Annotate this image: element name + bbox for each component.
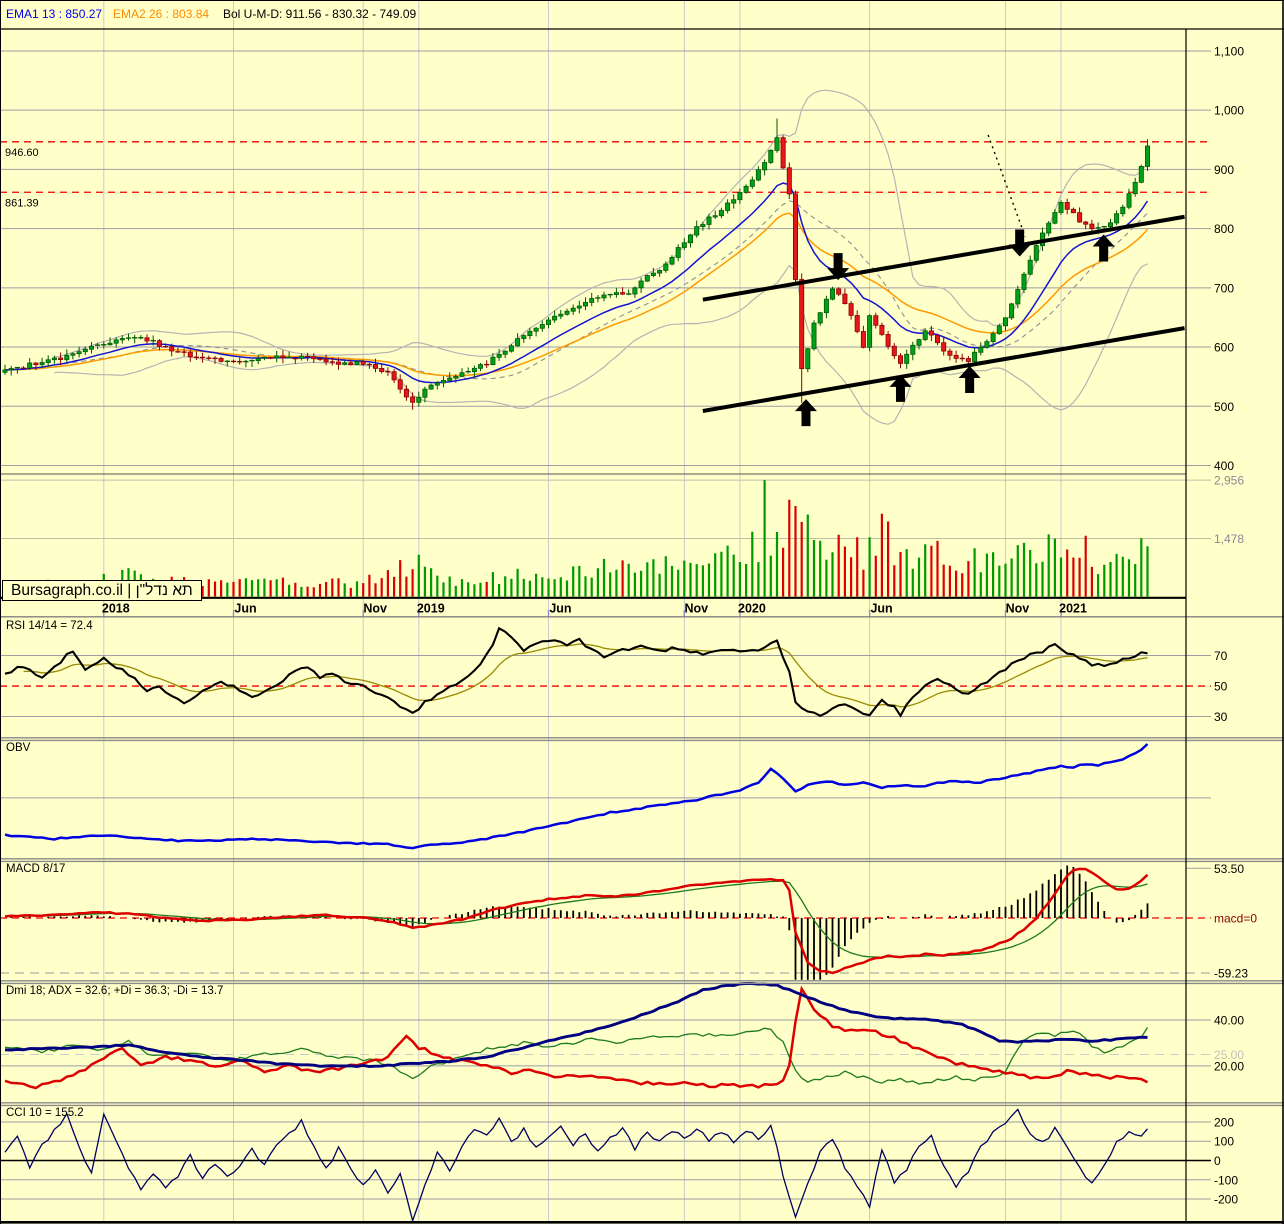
- y-axis-tick-label: 100: [1214, 1135, 1234, 1149]
- y-axis-tick-label: 70: [1214, 649, 1228, 663]
- y-axis-tick-label: -100: [1214, 1173, 1238, 1187]
- obv-pane-label: OBV: [6, 742, 31, 754]
- y-axis-tick-label: 1,478: [1214, 532, 1244, 546]
- cci-line: [4, 1108, 1148, 1223]
- plus-di-line: [4, 1027, 1149, 1085]
- y-axis-tick-label: 900: [1214, 163, 1234, 177]
- ema2-line: [4, 212, 1149, 377]
- buy-signal-arrow: [958, 365, 981, 393]
- x-axis-label: Nov: [363, 602, 387, 616]
- candle-wicks-up: [4, 118, 1148, 407]
- y-axis-tick-label: 200: [1214, 1115, 1234, 1129]
- y-axis-tick-label: -200: [1214, 1193, 1238, 1207]
- x-axis-label: Jun: [870, 602, 892, 616]
- y-axis-tick-label: macd=0: [1214, 911, 1257, 925]
- minus-di-line: [4, 985, 1149, 1090]
- y-axis-tick-label: -59.23: [1214, 967, 1248, 981]
- y-axis-tick-label: 20.00: [1214, 1059, 1244, 1073]
- y-axis-tick-label: 800: [1214, 222, 1234, 236]
- candlestick-series: [2, 137, 1151, 403]
- price-alert-label: 861.39: [5, 197, 39, 209]
- ema2-legend: EMA2 26 : 803.84: [113, 7, 210, 21]
- price-alert-label: 946.60: [5, 147, 39, 159]
- ema1-line: [4, 182, 1149, 384]
- y-axis-tick-label: 1,100: [1214, 44, 1244, 58]
- rsi-line: [4, 626, 1148, 718]
- y-axis-tick-label: 25.00: [1214, 1048, 1244, 1062]
- cci-pane-label: CCI 10 = 155.2: [6, 1107, 84, 1119]
- y-axis-tick-label: 50: [1214, 680, 1228, 694]
- y-axis-tick-label: 53.50: [1214, 862, 1244, 876]
- y-axis-tick-label: 400: [1214, 459, 1234, 473]
- x-axis-label: 2018: [102, 602, 130, 616]
- y-axis-tick-label: 40.00: [1214, 1013, 1244, 1027]
- y-axis-tick-label: 1,000: [1214, 104, 1244, 118]
- macd-signal-line: [17, 880, 1148, 958]
- y-axis-tick-label: 700: [1214, 281, 1234, 295]
- rsi-signal-line: [23, 643, 1148, 708]
- trendline-lower: [702, 326, 1185, 413]
- watermark-brand: Bursagraph.co.il | תא נדל"ן: [2, 580, 202, 601]
- buy-signal-arrow: [794, 399, 817, 427]
- macd-line: [4, 867, 1149, 975]
- y-axis-tick-label: 600: [1214, 341, 1234, 355]
- x-axis-label: 2021: [1059, 602, 1087, 616]
- ema1-legend: EMA1 13 : 850.27: [6, 7, 103, 21]
- dotted-annotation-line: [987, 134, 1026, 238]
- x-axis-label: Nov: [1006, 602, 1030, 616]
- x-axis-label: 2019: [417, 602, 445, 616]
- macd-histogram: [10, 865, 1149, 980]
- y-axis-tick-label: 2,956: [1214, 474, 1244, 488]
- trendline-upper: [702, 214, 1185, 302]
- rsi-pane-label: RSI 14/14 = 72.4: [6, 620, 93, 632]
- bollinger-legend: Bol U-M-D: 911.56 - 830.32 - 749.09: [223, 7, 417, 21]
- buy-signal-arrow: [889, 374, 912, 402]
- candle-wicks-down: [23, 135, 1093, 410]
- x-axis-label: Jun: [234, 602, 256, 616]
- x-axis-label: 2020: [738, 602, 766, 616]
- obv-line: [4, 743, 1149, 850]
- x-axis-label: Nov: [685, 602, 709, 616]
- sell-signal-arrow: [1008, 229, 1031, 257]
- adx-line: [4, 982, 1148, 1068]
- bollinger-upper-band: [54, 89, 1149, 358]
- macd-pane-label: MACD 8/17: [6, 863, 66, 875]
- buy-signal-arrow: [1092, 234, 1115, 262]
- sell-signal-arrow: [827, 253, 850, 281]
- x-axis-label: Jun: [549, 602, 571, 616]
- bollinger-middle-line: [54, 200, 1148, 380]
- dmi-pane-label: Dmi 18; ADX = 32.6; +Di = 36.3; -Di = 13…: [6, 985, 224, 997]
- y-axis-tick-label: 30: [1214, 710, 1228, 724]
- y-axis-tick-label: 0: [1214, 1154, 1221, 1168]
- y-axis-tick-label: 500: [1214, 400, 1234, 414]
